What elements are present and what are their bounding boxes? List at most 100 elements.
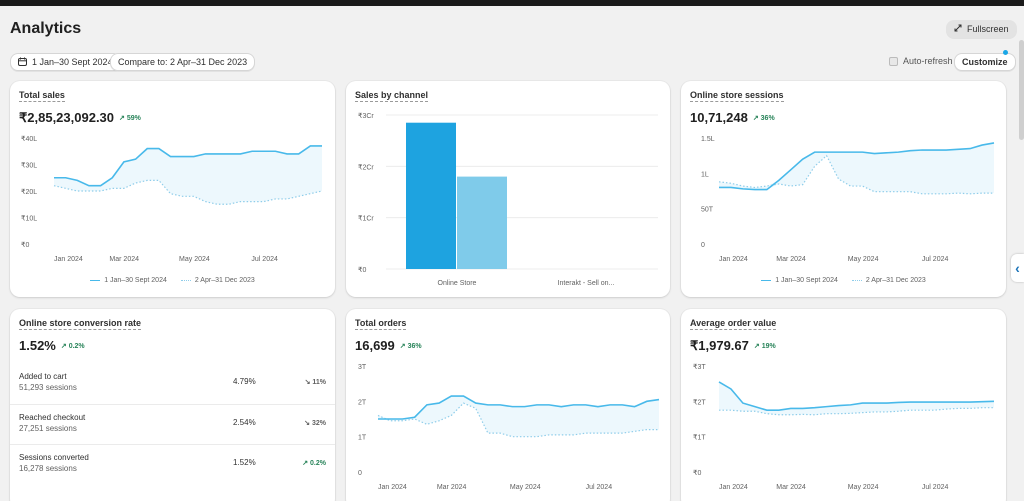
metric-change: ↗ 19%: [753, 343, 776, 350]
x-tick-label: Jul 2024: [586, 484, 613, 491]
auto-refresh-label: Auto-refresh: [903, 56, 953, 66]
bar: [406, 122, 456, 269]
funnel-step-label: Added to cart: [19, 372, 67, 381]
card-title[interactable]: Total orders: [355, 318, 407, 330]
metric: ₹1,979.67 ↗ 19%: [690, 338, 776, 354]
y-tick-label: 3T: [358, 364, 367, 371]
card-title[interactable]: Online store sessions: [690, 90, 784, 102]
card-title[interactable]: Average order value: [690, 318, 777, 330]
bar: [457, 176, 507, 269]
y-tick-label: 2T: [358, 399, 367, 406]
metric: ₹2,85,23,092.30 ↗ 59%: [19, 110, 141, 126]
funnel-step-label: Sessions converted: [19, 453, 89, 462]
sessions-chart: 1.5L 1L 50T 0 Jan 2024 Mar 2024 May 2024 Jul 20…: [701, 136, 995, 263]
x-tick-label: Jan 2024: [719, 484, 748, 491]
date-range-button[interactable]: 1 Jan–30 Sept 2024: [10, 53, 121, 71]
funnel-step-change: ↘ 11%: [304, 379, 326, 386]
metric-change-value: 19%: [761, 343, 776, 350]
metric-change: ↗ 0.2%: [60, 342, 85, 350]
y-tick-label: 50T: [701, 207, 714, 214]
auto-refresh-checkbox[interactable]: [889, 56, 898, 66]
x-tick-label: Mar 2024: [109, 256, 139, 263]
y-tick-label: ₹3T: [693, 363, 706, 371]
legend-item-current[interactable]: 1 Jan–30 Sept 2024: [90, 277, 167, 284]
legend-label: 2 Apr–31 Dec 2023: [865, 277, 926, 284]
metric: 10,71,248 ↗ 36%: [690, 110, 775, 125]
legend-label: 1 Jan–30 Sept 2024: [775, 277, 838, 284]
legend-item-compare[interactable]: 2 Apr–31 Dec 2023: [180, 277, 255, 284]
legend-solid-swatch: [761, 280, 772, 281]
y-tick-label: ₹0: [358, 266, 366, 274]
funnel-step-percent: 1.52%: [233, 458, 256, 467]
y-tick-label: ₹20L: [21, 188, 37, 196]
comparison-band: [54, 145, 322, 205]
comparison-band: [378, 396, 659, 437]
card-title[interactable]: Total sales: [19, 90, 65, 102]
funnel-row: Reached checkout 27,251 sessions 2.54% ↘…: [10, 404, 335, 444]
metric-change-value: 36%: [760, 114, 775, 122]
conversion-rate-card[interactable]: Online store conversion rate 1.52% ↗ 0.2…: [10, 309, 335, 501]
chart-legend: 1 Jan–30 Sept 2024 2 Apr–31 Dec 2023: [10, 277, 335, 284]
series-line-compare: [718, 154, 994, 195]
y-tick-label: ₹3Cr: [358, 112, 374, 120]
legend-label: 2 Apr–31 Dec 2023: [194, 277, 255, 284]
calendar-icon: [18, 57, 27, 68]
date-range-label: 1 Jan–30 Sept 2024: [32, 57, 113, 67]
x-tick-label: May 2024: [510, 484, 541, 491]
funnel-step-percent: 4.79%: [233, 377, 256, 386]
metric-change-value: 59%: [126, 115, 141, 122]
sidebar-expand-tab[interactable]: ‹: [1011, 254, 1024, 282]
metric-change: ↗ 36%: [399, 342, 422, 350]
average-order-value-chart: ₹3T ₹2T ₹1T ₹0 Jan 2024 Mar 2024 May 2024 Jul 2…: [693, 363, 995, 491]
series-line-compare: [719, 407, 994, 416]
total-orders-chart: 3T 2T 1T 0 Jan 2024 Mar 2024 May 2024 Jul 2024: [358, 364, 660, 491]
funnel-step-sessions: 16,278 sessions: [19, 464, 77, 473]
y-tick-label: ₹2Cr: [358, 163, 374, 171]
x-tick-label: Jul 2024: [251, 256, 278, 263]
total-sales-card[interactable]: Total sales ₹2,85,23,092.30 ↗ 59% ₹40L ₹3…: [10, 81, 335, 297]
metric-change-value: 36%: [407, 342, 422, 350]
expand-icon: [954, 24, 962, 34]
compare-label: Compare to: 2 Apr–31 Dec 2023: [118, 57, 248, 67]
x-tick-label: Mar 2024: [437, 484, 467, 491]
y-tick-label: ₹1Cr: [358, 215, 374, 223]
total-orders-card[interactable]: Total orders 16,699 ↗ 36% 3T 2T 1T 0 Jan 202…: [346, 309, 670, 501]
total-sales-chart: ₹40L ₹30L ₹20L ₹10L ₹0 Jan 2024 Mar 2024 May 20…: [21, 135, 323, 263]
scrollbar-thumb[interactable]: [1019, 40, 1024, 140]
legend-item-compare[interactable]: 2 Apr–31 Dec 2023: [851, 277, 926, 284]
sales-by-channel-chart: ₹3Cr ₹2Cr ₹1Cr ₹0 Online Store Interakt - Sel…: [358, 112, 658, 287]
fullscreen-button[interactable]: Fullscreen: [946, 20, 1017, 38]
series-line-compare: [377, 402, 659, 438]
y-tick-label: ₹0: [21, 241, 29, 249]
legend-label: 1 Jan–30 Sept 2024: [104, 277, 167, 284]
legend-solid-swatch: [90, 280, 101, 281]
y-tick-label: ₹10L: [21, 215, 37, 223]
compare-button[interactable]: Compare to: 2 Apr–31 Dec 2023: [110, 53, 256, 71]
customize-button[interactable]: Customize: [954, 53, 1016, 71]
series-line-current: [719, 142, 995, 191]
metric-change-value: 0.2%: [68, 342, 85, 350]
x-tick-label: May 2024: [848, 256, 879, 263]
card-title[interactable]: Sales by channel: [355, 90, 429, 102]
legend-item-current[interactable]: 1 Jan–30 Sept 2024: [761, 277, 838, 284]
auto-refresh-toggle[interactable]: Auto-refresh: [889, 56, 953, 66]
comparison-band: [719, 381, 994, 415]
funnel-step-percent: 2.54%: [233, 418, 256, 427]
y-tick-label: ₹30L: [21, 162, 37, 170]
x-tick-label: Jan 2024: [719, 256, 748, 263]
average-order-value-card[interactable]: Average order value ₹1,979.67 ↗ 19% ₹3T ₹…: [681, 309, 1006, 501]
x-tick-label: Jul 2024: [922, 484, 949, 491]
x-tick-label: Jan 2024: [54, 256, 83, 263]
sales-by-channel-card[interactable]: Sales by channel ₹3Cr ₹2Cr ₹1Cr ₹0 Online St…: [346, 81, 670, 297]
y-tick-label: 1.5L: [701, 136, 715, 143]
funnel-step-label: Reached checkout: [19, 413, 86, 422]
y-tick-label: 1L: [701, 171, 709, 178]
metric: 1.52% ↗ 0.2%: [19, 338, 85, 353]
metric-value: 16,699: [355, 338, 395, 353]
card-title[interactable]: Online store conversion rate: [19, 318, 142, 330]
funnel-row: Added to cart 51,293 sessions 4.79% ↘ 11…: [10, 364, 335, 404]
funnel-step-sessions: 27,251 sessions: [19, 424, 77, 433]
online-store-sessions-card[interactable]: Online store sessions 10,71,248 ↗ 36% 1.…: [681, 81, 1006, 297]
metric-change: ↗ 59%: [119, 115, 141, 122]
y-tick-label: ₹40L: [21, 135, 37, 143]
